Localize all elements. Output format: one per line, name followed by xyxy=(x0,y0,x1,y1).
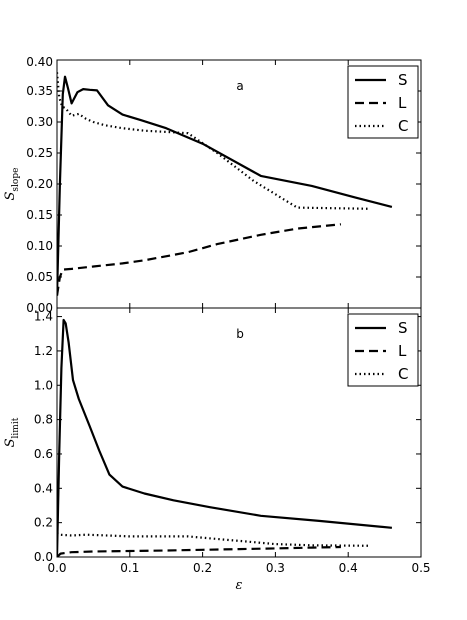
legend-label-l: L xyxy=(398,94,407,112)
y-tick-label: 0.20 xyxy=(26,177,53,191)
legend-label-s: S xyxy=(398,319,408,337)
x-tick-label: 0.3 xyxy=(266,561,285,575)
y-tick-label: 0.4 xyxy=(34,481,53,495)
y-axis-label: Slimit xyxy=(3,417,21,447)
y-tick-label: 0.40 xyxy=(26,55,53,69)
y-axis-label: Sslope xyxy=(3,168,21,201)
y-tick-label: 0.35 xyxy=(26,84,53,98)
y-axis-label-subscript: limit xyxy=(11,417,21,438)
legend-label-c: C xyxy=(398,365,408,383)
x-tick-label: 0.4 xyxy=(339,561,358,575)
legend-label-s: S xyxy=(398,71,408,89)
series-line-c xyxy=(57,72,371,210)
series-line-s xyxy=(57,318,393,557)
x-tick-label: 0.2 xyxy=(193,561,212,575)
y-tick-label: 1.0 xyxy=(34,378,53,392)
panel-a-slope: 0.00 0.05 0.10 0.15 0.20 0.25 0.30 0.35 0.40 Sslo… xyxy=(3,55,422,315)
x-tick-label: 0.0 xyxy=(47,561,66,575)
series-line-l xyxy=(57,545,341,557)
y-tick-label: 0.8 xyxy=(34,413,53,427)
legend-label-c: C xyxy=(398,117,408,135)
series-line-c xyxy=(57,532,371,547)
y-tick-label: 0.0 xyxy=(34,550,53,564)
y-tick-label: 0.10 xyxy=(26,239,53,253)
panel-b-limit: 0.0 0.2 0.4 0.6 0.8 1.0 1.2 1.4 0.0 0.1 0.2 0.3 0.4 0… xyxy=(3,307,431,593)
y-axis-label-main: S xyxy=(3,438,18,447)
y-tick-label: 1.2 xyxy=(34,344,53,358)
legend-label-l: L xyxy=(398,342,407,360)
y-tick-label: 1.4 xyxy=(34,310,53,324)
x-tick-label: 0.5 xyxy=(411,561,430,575)
y-tick-label: 0.30 xyxy=(26,115,53,129)
y-tick-label: 0.25 xyxy=(26,146,53,160)
series-line-s xyxy=(57,75,393,296)
y-axis-label-main: S xyxy=(3,191,18,200)
y-tick-label: 0.15 xyxy=(26,208,53,222)
series-line-l xyxy=(57,223,342,296)
y-tick-label: 0.6 xyxy=(34,447,53,461)
axes-frame xyxy=(56,307,422,558)
y-tick-label: 0.2 xyxy=(34,516,53,530)
y-axis-label-subscript: slope xyxy=(11,168,21,192)
panel-label: a xyxy=(236,79,243,93)
x-tick-label: 0.1 xyxy=(120,561,139,575)
y-tick-label: 0.00 xyxy=(26,301,53,315)
x-axis-label: ε xyxy=(236,578,243,593)
y-tick-label: 0.05 xyxy=(26,270,53,284)
panel-label: b xyxy=(236,327,244,341)
